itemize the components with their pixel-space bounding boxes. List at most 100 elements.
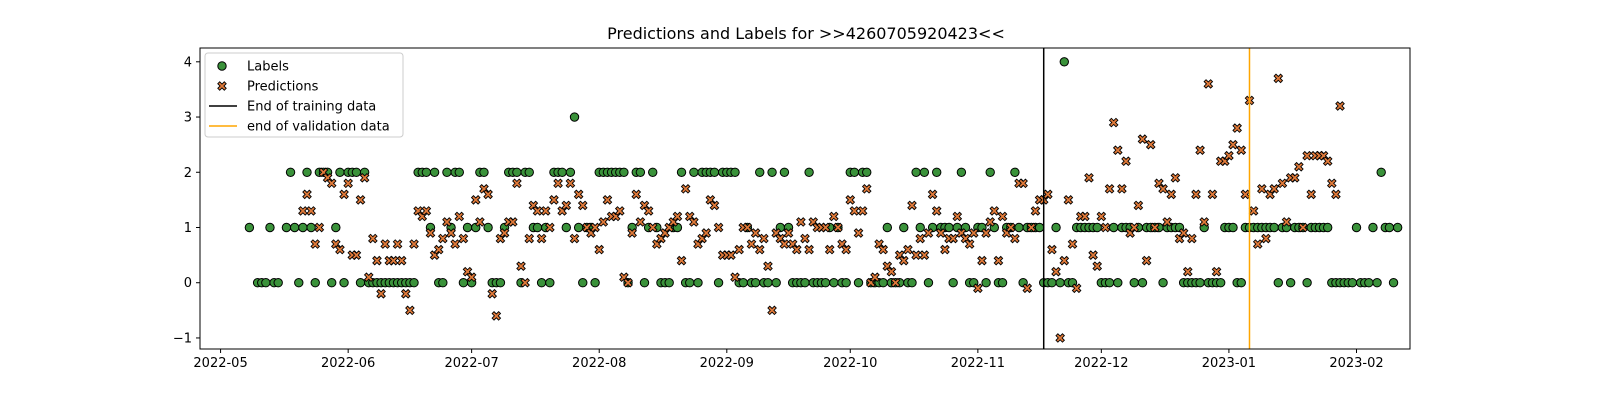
prediction-point [359, 172, 370, 183]
prediction-point [565, 178, 576, 189]
x-tick-label: 2023-02 [1329, 356, 1383, 371]
prediction-point [1030, 206, 1041, 216]
prediction-point [1071, 283, 1082, 294]
prediction-point [997, 211, 1008, 222]
prediction-point [1211, 266, 1222, 277]
label-point [1113, 278, 1123, 288]
prediction-point [1191, 189, 1201, 200]
label-point [1014, 222, 1024, 233]
label-point [1010, 167, 1020, 177]
prediction-point [1298, 222, 1308, 233]
prediction-point [1257, 183, 1267, 194]
y-tick-label: 1 [184, 221, 192, 236]
y-tick-label: 2 [184, 166, 192, 181]
label-point [1368, 222, 1378, 233]
prediction-point [886, 266, 897, 277]
predictions-series [298, 73, 1345, 343]
label-point [635, 167, 646, 177]
prediction-point [1178, 228, 1189, 238]
prediction-point [1005, 222, 1016, 233]
label-point [862, 167, 872, 177]
legend-cross-icon [217, 81, 227, 91]
prediction-point [1331, 189, 1341, 200]
label-point [849, 167, 860, 177]
label-point [573, 222, 584, 233]
prediction-point [927, 189, 938, 200]
prediction-point [602, 195, 613, 205]
axes: 2022-05 2022-06 2022-07 2022-08 2022-09 2022-… [173, 47, 1411, 371]
prediction-point [1158, 183, 1168, 194]
prediction-point [701, 228, 712, 238]
label-point [911, 167, 921, 177]
prediction-point [1145, 139, 1156, 150]
prediction-point [499, 228, 510, 238]
label-point [997, 278, 1008, 288]
label-point [310, 278, 320, 288]
prediction-point [1084, 172, 1094, 183]
prediction-point [536, 233, 547, 244]
prediction-point [870, 272, 880, 283]
prediction-point [1232, 123, 1242, 133]
prediction-point [405, 305, 415, 316]
prediction-point [1010, 233, 1020, 244]
prediction-point [796, 217, 806, 227]
prediction-point [470, 195, 481, 205]
label-point [693, 278, 703, 288]
prediction-point [631, 189, 642, 200]
prediction-point [491, 311, 502, 321]
legend-circle-icon [217, 61, 227, 71]
prediction-point [1306, 189, 1317, 200]
prediction-point [676, 255, 687, 266]
prediction-point [1236, 145, 1247, 156]
prediction-point [767, 305, 777, 316]
prediction-point [302, 189, 312, 200]
label-point [298, 222, 308, 233]
label-point [306, 222, 316, 233]
label-point [265, 222, 275, 233]
label-point [779, 167, 790, 177]
prediction-point [1224, 150, 1234, 161]
prediction-point [1273, 73, 1284, 84]
prediction-point [1117, 183, 1127, 194]
prediction-point [726, 250, 736, 260]
prediction-point [1240, 189, 1251, 200]
label-point [327, 278, 337, 288]
prediction-point [1203, 79, 1214, 89]
label-point [1137, 278, 1148, 288]
prediction-point [1141, 255, 1152, 266]
prediction-point [1162, 217, 1173, 227]
prediction-point [437, 233, 448, 244]
label-point [1388, 278, 1399, 288]
prediction-point [549, 195, 559, 205]
prediction-point [1129, 222, 1140, 233]
prediction-point [326, 178, 337, 189]
prediction-point [458, 233, 469, 244]
prediction-point [1269, 183, 1280, 194]
prediction-point [1108, 117, 1119, 128]
prediction-point [935, 228, 946, 238]
chart-title: Predictions and Labels for >>42607059204… [607, 24, 1005, 43]
label-point [462, 222, 473, 233]
label-point [689, 167, 699, 177]
y-tick-label: 3 [184, 111, 192, 126]
label-point [981, 278, 991, 288]
prediction-point [841, 244, 851, 255]
prediction-point [454, 211, 465, 222]
prediction-point [1166, 189, 1177, 200]
prediction-point [372, 255, 382, 266]
legend-label: end of validation data [247, 120, 390, 135]
prediction-point [911, 250, 921, 260]
prediction-point [1063, 195, 1074, 205]
x-tick-label: 2022-10 [823, 356, 877, 371]
x-tick-label: 2022-12 [1074, 356, 1128, 371]
prediction-point [421, 206, 432, 216]
label-point [820, 278, 831, 288]
prediction-point [948, 233, 958, 244]
prediction-point [833, 222, 843, 233]
label-point [956, 167, 967, 177]
prediction-point [759, 233, 769, 244]
prediction-point [425, 228, 436, 238]
prediction-point [952, 211, 963, 222]
label-point [1376, 167, 1386, 177]
